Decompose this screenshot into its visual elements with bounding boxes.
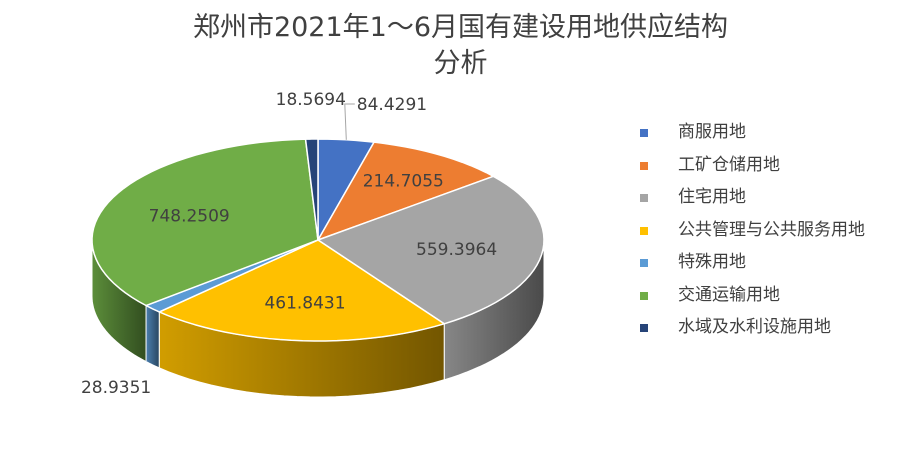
legend-label: 水域及水利设施用地	[678, 317, 831, 337]
legend-swatch	[640, 129, 648, 137]
data-label-4: 28.9351	[81, 378, 151, 398]
legend-swatch	[640, 291, 648, 300]
chart-title-line2: 分析	[433, 48, 488, 79]
data-label-2: 559.3964	[416, 240, 497, 260]
legend-label: 住宅用地	[678, 187, 746, 207]
leader-line-0	[344, 103, 355, 140]
legend-label: 商服用地	[678, 122, 746, 142]
data-label-3: 461.8431	[264, 293, 345, 313]
pie-slice-6	[304, 138, 319, 241]
legend-swatch	[640, 226, 648, 235]
pie-side-4	[145, 304, 160, 369]
pie-slice-1	[317, 141, 495, 241]
chart-title: 郑州市2021年1～6月国有建设用地供应结构 分析	[0, 10, 921, 82]
legend-swatch	[640, 194, 648, 202]
legend-label: 工矿仓储用地	[678, 154, 780, 175]
legend-label: 公共管理与公共服务用地	[678, 219, 865, 240]
data-label-0: 84.4291	[357, 95, 427, 115]
legend-label: 交通运输用地	[678, 284, 780, 305]
legend-swatch	[640, 324, 648, 332]
data-labels: 84.4291 214.7055 559.3964 461.8431 28.9351 74…	[81, 90, 497, 398]
data-label-6: 18.5694	[276, 90, 346, 110]
pie-slice-5	[91, 138, 319, 307]
legend-swatch	[640, 161, 648, 170]
chart-title-line1: 郑州市2021年1～6月国有建设用地供应结构	[192, 12, 729, 43]
legend-swatch	[640, 259, 648, 267]
legend-label: 特殊用地	[678, 252, 746, 272]
data-label-5: 748.2509	[149, 206, 230, 226]
pie-top	[91, 138, 545, 342]
data-label-1: 214.7055	[363, 172, 444, 192]
pie-slice-2	[317, 175, 545, 325]
pie-sides	[91, 239, 545, 398]
pie-slice-3	[158, 239, 445, 342]
